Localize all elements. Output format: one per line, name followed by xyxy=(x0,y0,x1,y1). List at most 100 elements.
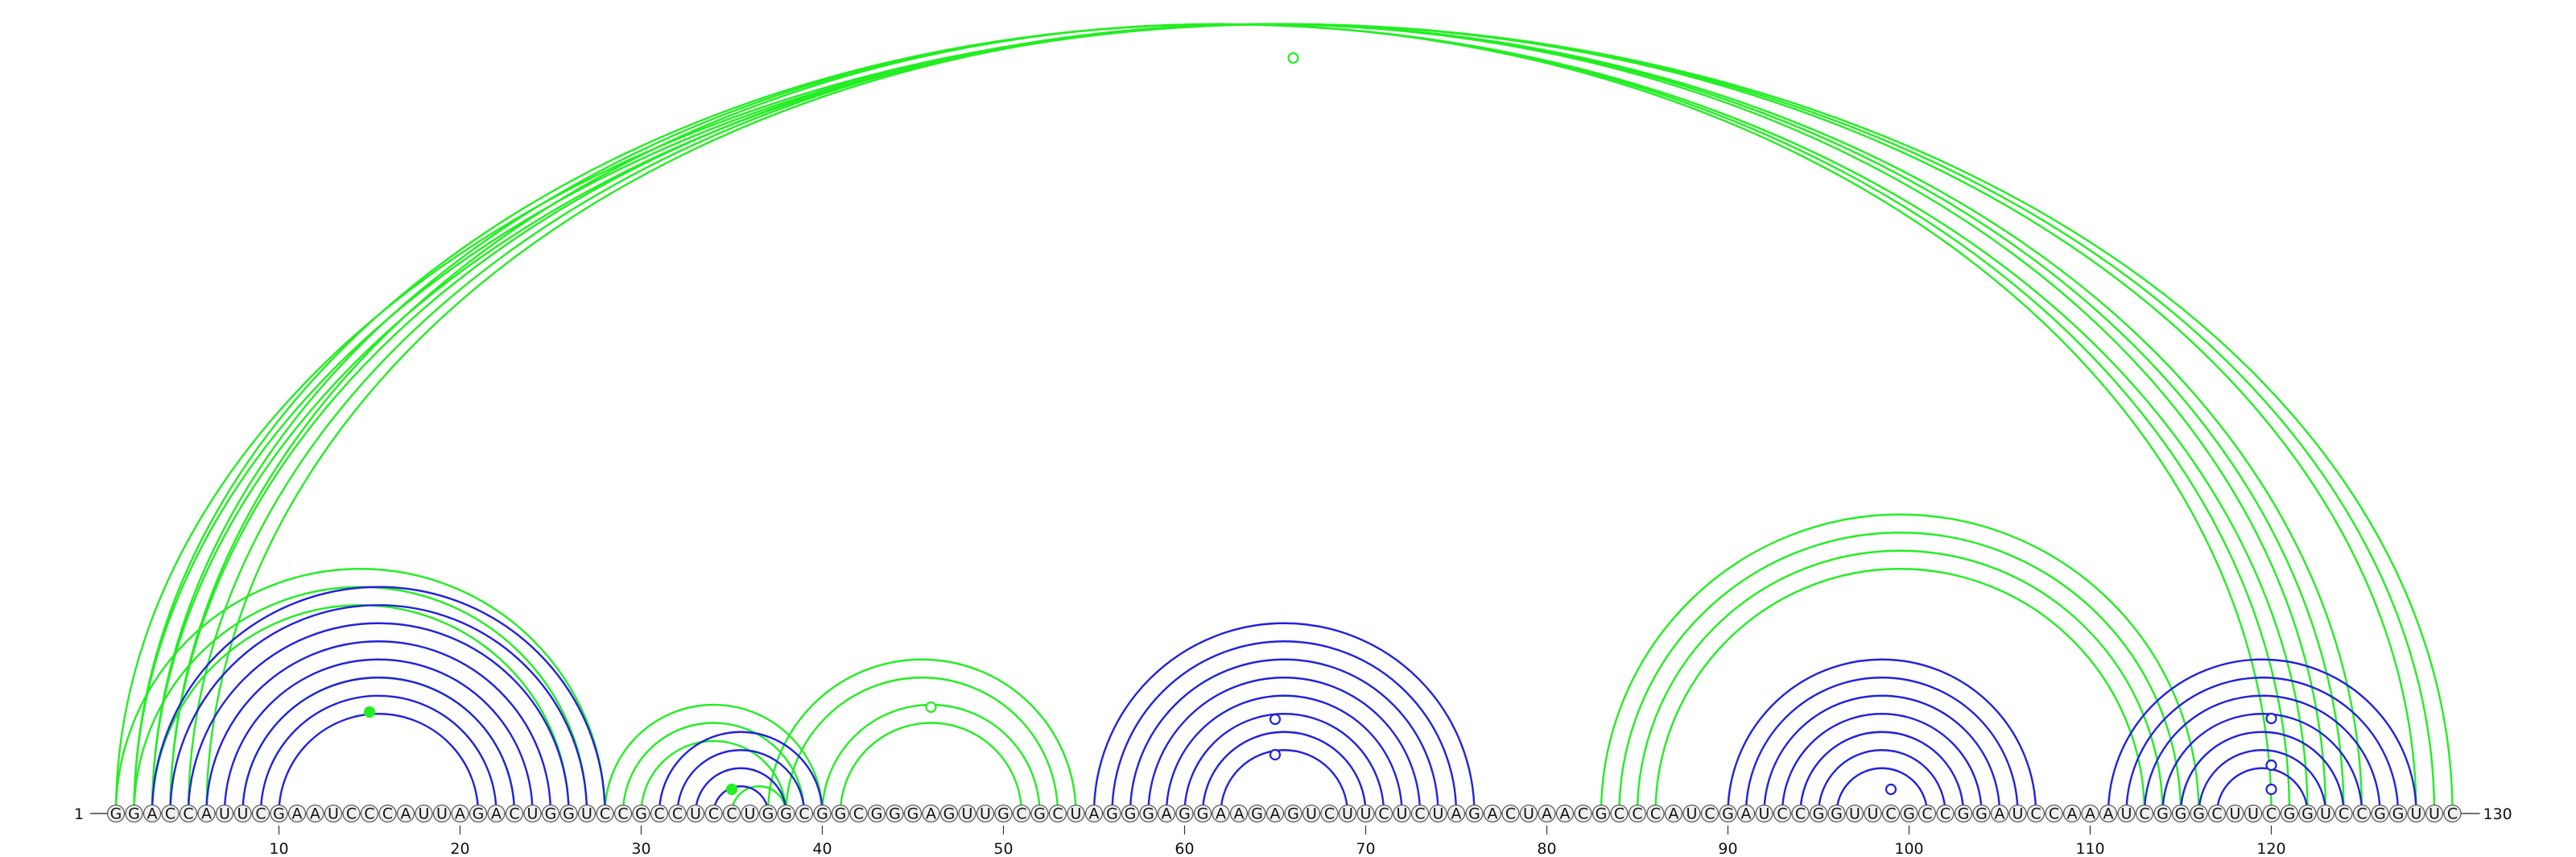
nucleotide: A xyxy=(2099,804,2118,823)
nucleotide-letter: G xyxy=(871,805,883,823)
nucleotide: A xyxy=(1265,804,1285,823)
nucleotide: C xyxy=(2352,804,2372,823)
nucleotide-letter: C xyxy=(617,805,628,823)
nucleotide: C xyxy=(179,804,198,823)
nucleotide: C xyxy=(1610,804,1629,823)
nucleotide: G xyxy=(2280,804,2299,823)
nucleotide: U xyxy=(215,804,234,823)
nucleotide: A xyxy=(922,804,940,823)
nucleotide: G xyxy=(813,804,832,823)
tick-label: 80 xyxy=(1537,840,1556,857)
nucleotide: A xyxy=(197,804,216,823)
nucleotide-letter: C xyxy=(1650,805,1661,823)
nucleotide-letter: C xyxy=(1940,805,1951,823)
nucleotide: G xyxy=(758,804,778,823)
nucleotide-letter: G xyxy=(1106,805,1118,823)
nucleotide: A xyxy=(1084,804,1104,823)
nucleotide-letter: U xyxy=(2429,805,2440,823)
blue-pair-arc xyxy=(223,658,534,814)
nucleotide: U xyxy=(432,804,452,823)
nucleotide: C xyxy=(2135,804,2154,823)
nucleotide: U xyxy=(1338,804,1357,823)
pair-marker xyxy=(1269,748,1282,761)
blue-pair-arc xyxy=(1111,640,1458,814)
green-pair-arc xyxy=(169,23,2363,814)
nucleotide-letter: G xyxy=(1251,805,1263,823)
nucleotide: C xyxy=(1936,804,1955,823)
nucleotide-letter: U xyxy=(1523,805,1534,823)
nucleotide-letter: G xyxy=(997,805,1009,823)
nucleotide-letter: C xyxy=(1614,805,1624,823)
nucleotide: C xyxy=(342,804,361,823)
nucleotide-letter: G xyxy=(1468,805,1480,823)
nucleotide-letter: U xyxy=(690,805,701,823)
nucleotide-letter: C xyxy=(2356,805,2367,823)
green-pair-arc xyxy=(1618,532,2182,814)
nucleotide-letter: C xyxy=(509,805,519,823)
nucleotide-letter: A xyxy=(201,805,212,823)
nucleotide-letter: G xyxy=(110,805,122,823)
nucleotide-letter: G xyxy=(128,805,140,823)
nucleotide: G xyxy=(903,804,923,823)
blue-pair-arc xyxy=(712,785,770,814)
blue-pair-arc xyxy=(2179,731,2345,814)
nucleotide-letter: U xyxy=(419,805,430,823)
nucleotide: U xyxy=(1519,804,1538,823)
nucleotide: C xyxy=(360,804,379,823)
nucleotide-letter: G xyxy=(1197,805,1209,823)
nucleotide: C xyxy=(2443,804,2462,823)
nucleotide: A xyxy=(1157,804,1176,823)
nucleotide-letter: A xyxy=(1542,805,1552,823)
nucleotide: C xyxy=(650,804,669,823)
blue-pair-arc xyxy=(1727,658,2037,814)
tick-label: 100 xyxy=(1894,840,1923,857)
green-pair-arc xyxy=(821,703,1041,814)
nucleotide-letter: C xyxy=(165,805,175,823)
nucleotide: U xyxy=(976,804,995,823)
nucleotide: A xyxy=(306,804,324,823)
nucleotide: C xyxy=(1918,804,1937,823)
nucleotide-letter: U xyxy=(219,805,230,823)
tick-label: 70 xyxy=(1356,840,1375,857)
nucleotide-letter: U xyxy=(1397,805,1408,823)
nucleotide: G xyxy=(1248,804,1266,823)
tick-label: 10 xyxy=(269,840,288,857)
nucleotide: C xyxy=(722,804,741,823)
nucleotide-letter: G xyxy=(1287,805,1299,823)
nucleotide-letter: C xyxy=(1378,805,1389,823)
position-axis: 10 20 30 40 50 60 70 80 90 100 110 120 xyxy=(269,826,2286,857)
nucleotide-letter: A xyxy=(2103,805,2114,823)
nucleotide-letter: C xyxy=(2266,805,2277,823)
nucleotide-letter: U xyxy=(962,805,973,823)
nucleotide-letter: U xyxy=(1071,805,1082,823)
nucleotide: U xyxy=(2407,804,2425,823)
nucleotide: C xyxy=(2026,804,2046,823)
nucleotide-letter: A xyxy=(1162,805,1172,823)
nucleotide: C xyxy=(795,804,814,823)
nucleotide-letter: C xyxy=(1052,805,1063,823)
blue-pair-arc xyxy=(169,604,588,814)
nucleotide: G xyxy=(2371,804,2389,823)
green-pair-arc xyxy=(187,23,2345,814)
nucleotide-letter: U xyxy=(1360,805,1372,823)
green-pair-arc xyxy=(114,568,606,814)
nucleotide: G xyxy=(1591,804,1611,823)
green-pair-arc xyxy=(621,722,806,814)
nucleotide-letter: A xyxy=(1234,805,1245,823)
nucleotide: A xyxy=(451,804,469,823)
nucleotide-letter: G xyxy=(762,805,774,823)
nucleotide-letter: G xyxy=(1142,805,1154,823)
nucleotide: G xyxy=(1809,804,1828,823)
nucleotide: U xyxy=(2244,804,2263,823)
nucleotide-letter: G xyxy=(1596,805,1608,823)
nucleotide-letter: C xyxy=(708,805,719,823)
nucleotide: G xyxy=(1954,804,1973,823)
nucleotide: G xyxy=(2388,804,2408,823)
nucleotide-letter: U xyxy=(2121,805,2132,823)
nucleotide: G xyxy=(994,804,1013,823)
nucleotide-letter: C xyxy=(1922,805,1932,823)
nucleotide: U xyxy=(686,804,705,823)
nucleotide-letter: C xyxy=(1704,805,1715,823)
nucleotide-letter: C xyxy=(600,805,610,823)
nucleotide-letter: U xyxy=(2230,805,2241,823)
